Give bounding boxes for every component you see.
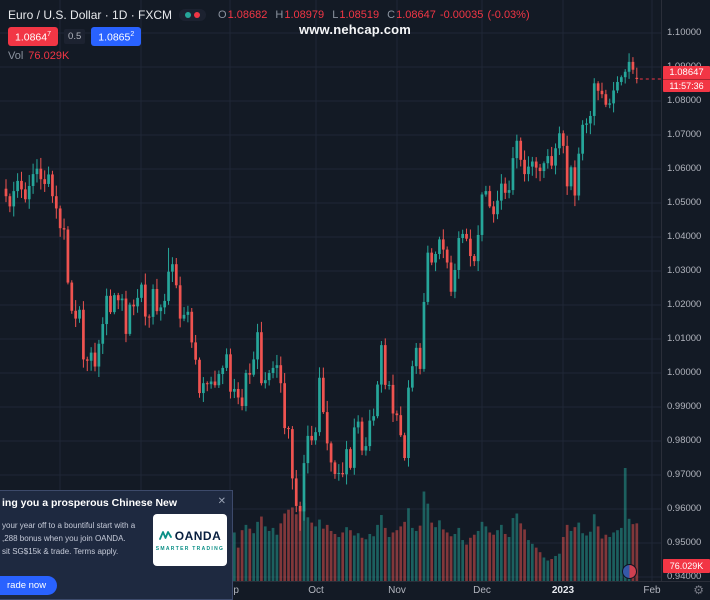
high-label: H xyxy=(275,9,284,21)
ad-popup-body: your year off to a bountiful start with … xyxy=(0,511,232,566)
price-axis-label: 1.00000 xyxy=(667,367,702,378)
volume-row: Vol 76.029K xyxy=(8,50,530,62)
price-axis-label: 1.04000 xyxy=(667,231,702,242)
ad-text-line-2: ,288 bonus when you join OANDA. xyxy=(2,534,126,543)
volume-value: 76.029K xyxy=(28,50,70,62)
price-axis-label: 1.08000 xyxy=(667,95,702,106)
change-value: -0.00035 xyxy=(439,9,484,21)
bid-ask-row: 1.08647 0.5 1.08652 xyxy=(8,27,530,46)
price-axis-label: 1.05000 xyxy=(667,197,702,208)
volume-axis-badge: 76.029K xyxy=(663,559,710,573)
watermark-url: www.nehcap.com xyxy=(298,22,412,37)
price-axis-label: 1.03000 xyxy=(667,265,702,276)
open-label: O xyxy=(218,9,227,21)
oanda-brand-name: OANDA xyxy=(174,528,222,543)
symbol-title[interactable]: Euro / U.S. Dollar · 1D · FXCM xyxy=(8,8,173,22)
time-axis-label: Oct xyxy=(308,585,324,596)
price-axis-label: 0.95000 xyxy=(667,537,702,548)
ad-popup: ing you a prosperous Chinese New ✕ your … xyxy=(0,490,233,600)
close-value: 1.08647 xyxy=(396,9,436,21)
down-dot-icon xyxy=(194,12,201,18)
time-axis-label: Nov xyxy=(388,585,406,596)
price-axis-label: 0.97000 xyxy=(667,469,702,480)
price-axis-label: 0.96000 xyxy=(667,503,702,514)
oanda-brand-row: OANDA xyxy=(158,528,222,543)
ad-text-line-1: your year off to a bountiful start with … xyxy=(2,521,136,530)
close-label: C xyxy=(387,9,396,21)
price-axis-label: 0.94000 xyxy=(667,571,702,582)
trade-now-button[interactable]: rade now xyxy=(0,576,58,595)
open-value: 1.08682 xyxy=(227,9,268,21)
chart-legend: Euro / U.S. Dollar · 1D · FXCM O1.08682 … xyxy=(8,6,530,62)
last-price-badge: 1.08647 11:57:36 xyxy=(663,66,710,92)
oanda-logo-icon xyxy=(158,531,172,540)
buy-price: 1.0865 xyxy=(98,31,131,44)
ad-text-block: your year off to a bountiful start with … xyxy=(2,514,148,558)
last-price-value: 1.08647 xyxy=(669,67,704,78)
grid-layer xyxy=(0,0,662,582)
price-axis-label: 1.01000 xyxy=(667,333,702,344)
price-axis-label: 1.06000 xyxy=(667,163,702,174)
oanda-tagline: SMARTER TRADING xyxy=(155,545,225,552)
change-percent: (-0.03%) xyxy=(487,9,530,21)
price-axis-label: 1.07000 xyxy=(667,129,702,140)
low-label: L xyxy=(332,9,339,21)
ad-popup-header: ing you a prosperous Chinese New ✕ xyxy=(0,491,232,511)
sell-price: 1.0864 xyxy=(15,31,48,44)
settings-gear-icon[interactable]: ⚙ xyxy=(693,583,704,597)
price-axis-label: 0.99000 xyxy=(667,401,702,412)
high-value: 1.08979 xyxy=(284,9,325,21)
time-axis-label: Dec xyxy=(473,585,491,596)
low-value: 1.08519 xyxy=(339,9,380,21)
time-axis-label: 2023 xyxy=(551,585,575,596)
market-status-indicator[interactable] xyxy=(179,9,207,21)
price-axis-label: 1.02000 xyxy=(667,299,702,310)
oanda-logo-card[interactable]: OANDA SMARTER TRADING xyxy=(153,514,227,566)
buy-button[interactable]: 1.08652 xyxy=(91,27,142,46)
buy-price-sup: 2 xyxy=(130,31,135,39)
volume-label: Vol xyxy=(8,50,24,62)
economic-event-icon[interactable] xyxy=(622,564,637,579)
spread-value: 0.5 xyxy=(64,29,86,44)
bar-countdown: 11:57:36 xyxy=(663,79,710,92)
ad-text-line-3: sit SG$15k & trade. Terms apply. xyxy=(2,547,119,556)
price-axis-label: 1.10000 xyxy=(667,27,702,38)
sell-price-sup: 7 xyxy=(47,31,52,39)
candles-layer xyxy=(4,53,639,531)
time-axis-label: Feb xyxy=(643,585,661,596)
ohlc-readout: O1.08682 H1.08979 L1.08519 C1.08647 -0.0… xyxy=(213,9,530,21)
close-icon[interactable]: ✕ xyxy=(217,496,226,507)
price-axis-label: 0.98000 xyxy=(667,435,702,446)
price-axis[interactable]: 1.100001.090001.080001.070001.060001.050… xyxy=(661,0,710,582)
legend-row-symbol: Euro / U.S. Dollar · 1D · FXCM O1.08682 … xyxy=(8,6,530,24)
up-dot-icon xyxy=(185,12,192,18)
ad-headline: ing you a prosperous Chinese New xyxy=(2,497,178,509)
sell-button[interactable]: 1.08647 xyxy=(8,27,59,46)
